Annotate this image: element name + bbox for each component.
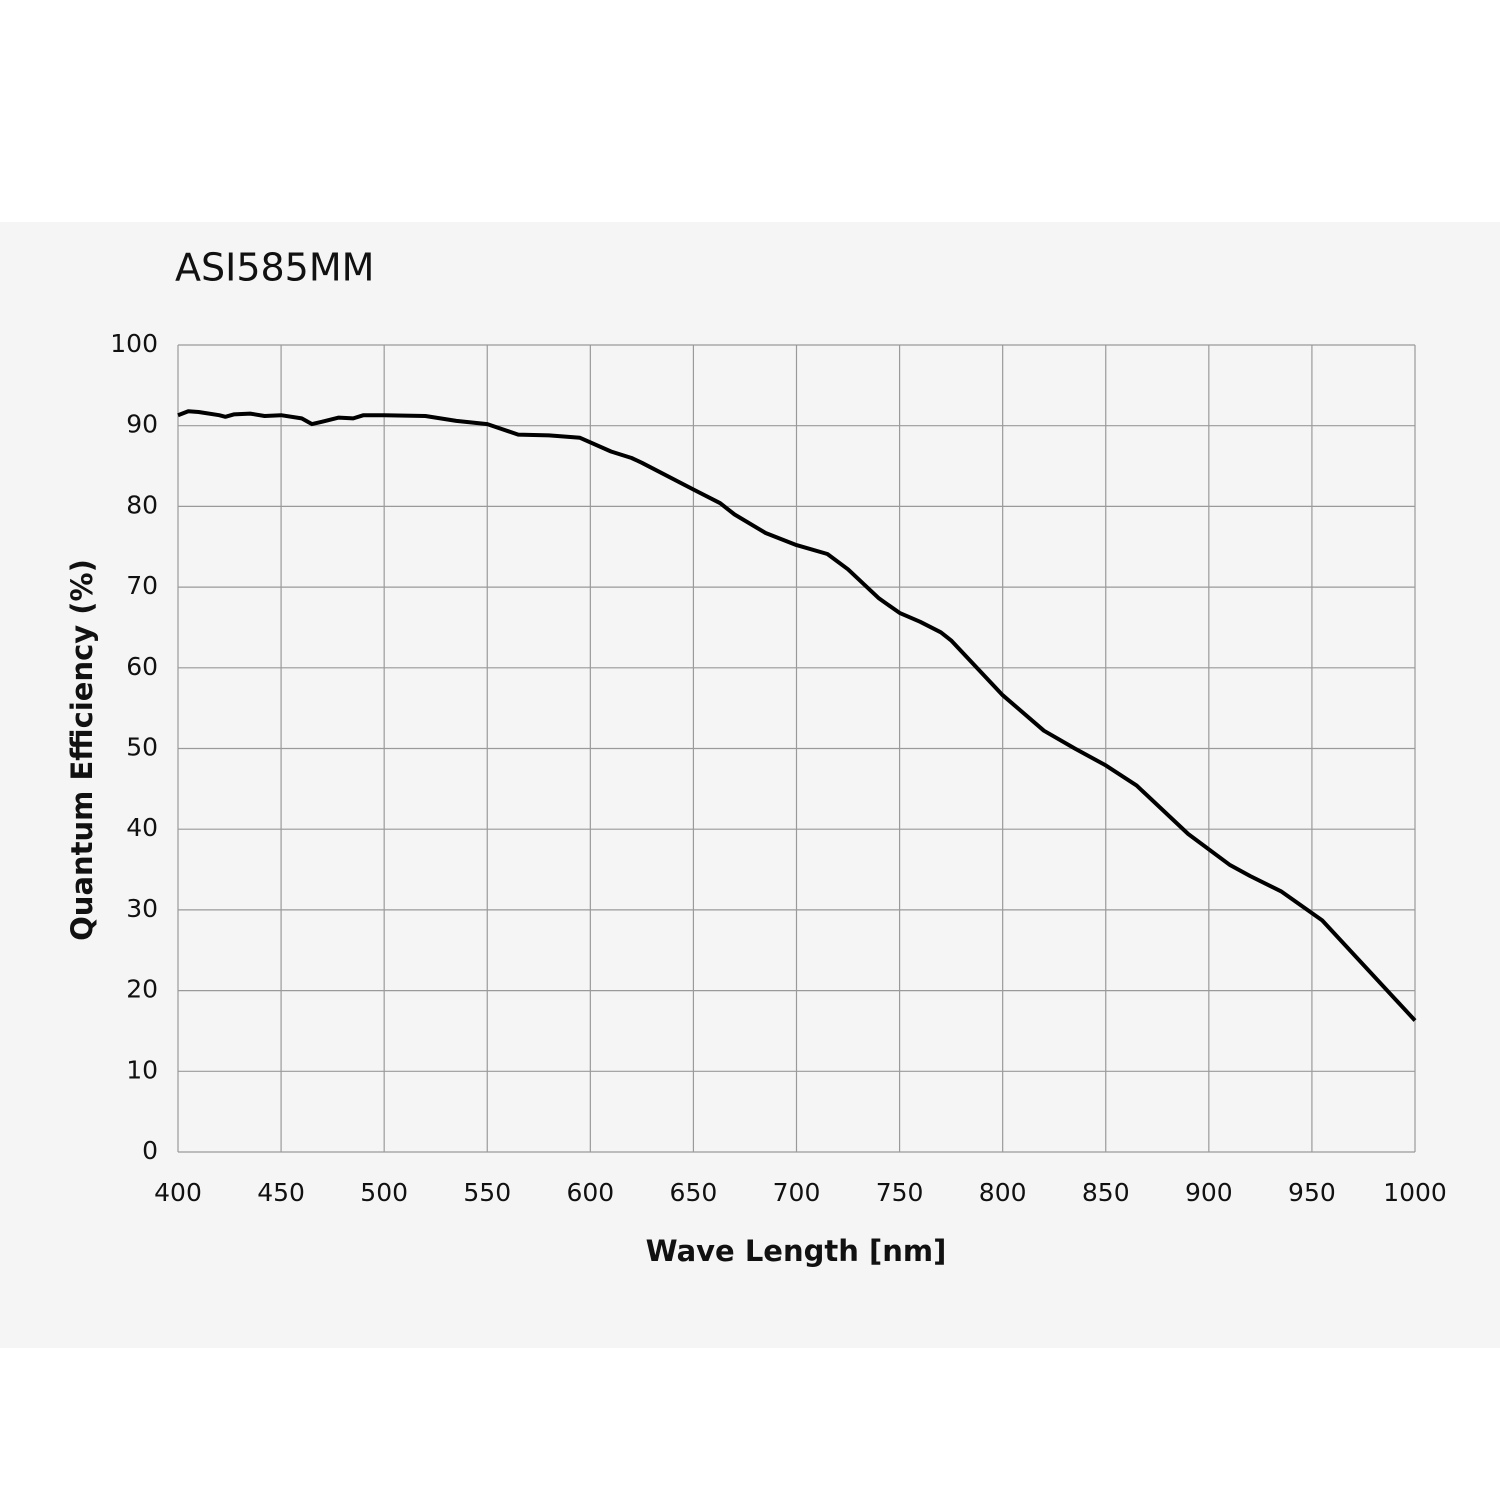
- y-tick-label: 100: [110, 329, 158, 358]
- x-tick-label: 500: [360, 1178, 408, 1207]
- y-tick-label: 70: [126, 571, 158, 600]
- panel: [0, 222, 1500, 1348]
- y-tick-label: 50: [126, 733, 158, 762]
- y-tick-label: 10: [126, 1055, 158, 1084]
- x-axis-label: Wave Length [nm]: [646, 1234, 947, 1268]
- y-tick-label: 80: [126, 490, 158, 519]
- x-tick-label: 650: [670, 1178, 718, 1207]
- y-tick-label: 20: [126, 975, 158, 1004]
- x-tick-label: 750: [876, 1178, 924, 1207]
- x-tick-label: 1000: [1383, 1178, 1447, 1207]
- x-tick-label: 800: [979, 1178, 1027, 1207]
- x-tick-label: 850: [1082, 1178, 1130, 1207]
- x-tick-label: 700: [773, 1178, 821, 1207]
- chart-title: ASI585MM: [175, 246, 374, 290]
- x-tick-label: 900: [1185, 1178, 1233, 1207]
- x-tick-label: 950: [1288, 1178, 1336, 1207]
- y-tick-label: 30: [126, 894, 158, 923]
- x-tick-label: 600: [566, 1178, 614, 1207]
- x-tick-label: 550: [463, 1178, 511, 1207]
- y-axis-label: Quantum Efficiency (%): [65, 559, 99, 941]
- x-tick-label: 400: [154, 1178, 202, 1207]
- x-tick-label: 450: [257, 1178, 305, 1207]
- y-tick-label: 40: [126, 813, 158, 842]
- y-tick-label: 0: [142, 1136, 158, 1165]
- y-tick-label: 60: [126, 652, 158, 681]
- data-line: [177, 409, 1417, 1022]
- y-tick-label: 90: [126, 410, 158, 439]
